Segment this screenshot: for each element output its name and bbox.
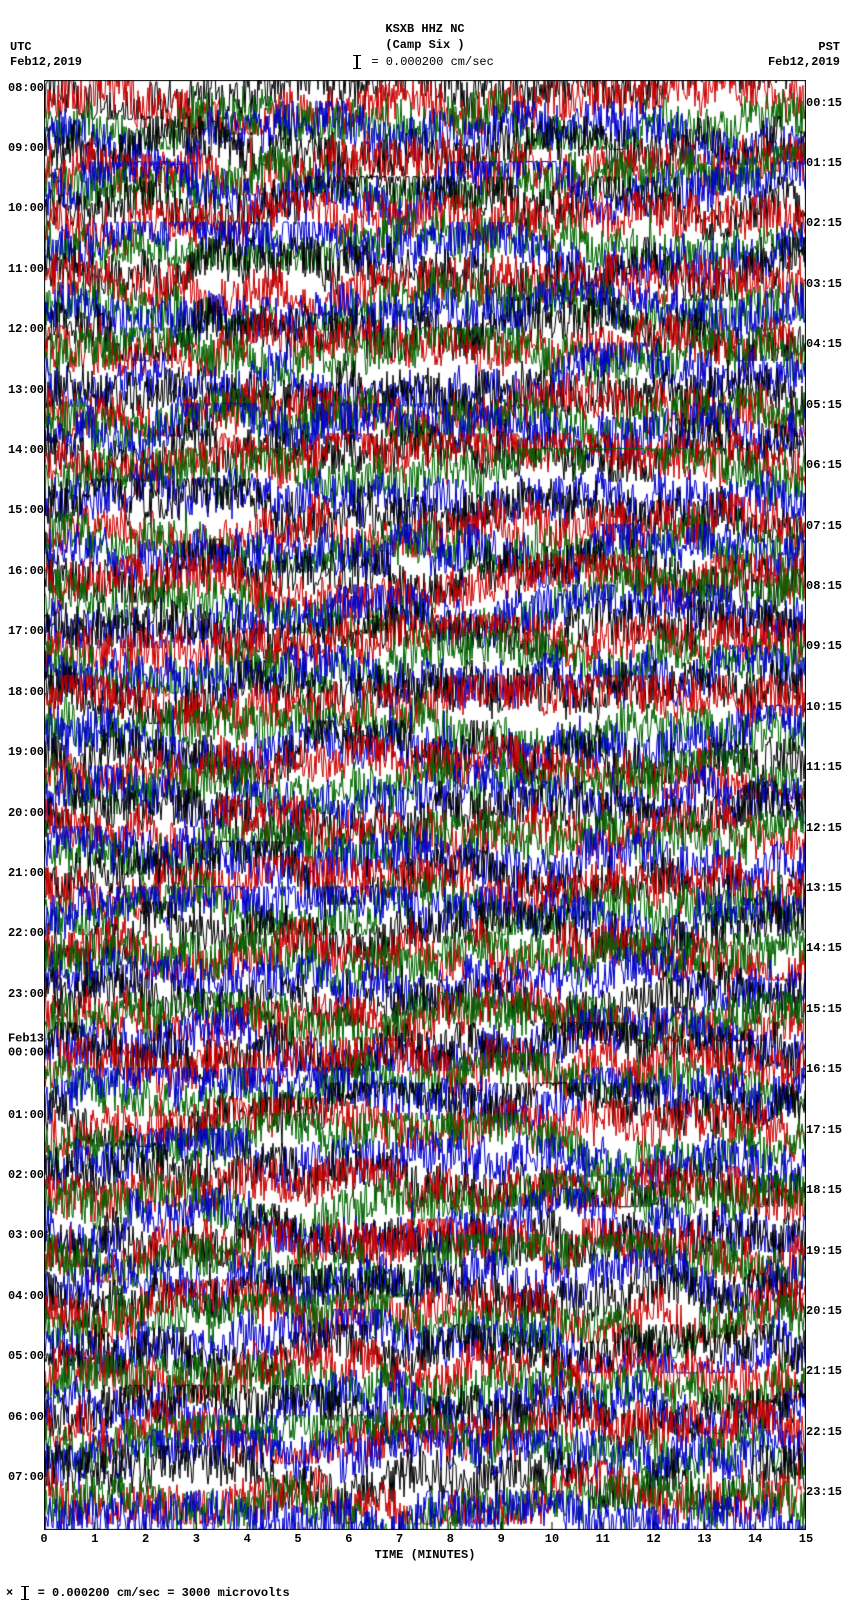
right-date: Feb12,2019 bbox=[768, 55, 840, 69]
y-tick-right: 23:15 bbox=[806, 1485, 850, 1499]
y-tick-left: Feb1300:00 bbox=[0, 1032, 44, 1060]
y-tick-left: 23:00 bbox=[0, 987, 44, 1001]
y-tick-left: 18:00 bbox=[0, 685, 44, 699]
footer-prefix: × bbox=[6, 1586, 13, 1600]
x-tick: 6 bbox=[345, 1532, 352, 1546]
x-tick: 2 bbox=[142, 1532, 149, 1546]
y-tick-right: 22:15 bbox=[806, 1425, 850, 1439]
y-tick-right: 04:15 bbox=[806, 337, 850, 351]
x-tick: 13 bbox=[697, 1532, 711, 1546]
x-axis-title: TIME (MINUTES) bbox=[44, 1548, 806, 1562]
y-tick-right: 11:15 bbox=[806, 760, 850, 774]
y-tick-right: 19:15 bbox=[806, 1244, 850, 1258]
y-tick-right: 10:15 bbox=[806, 700, 850, 714]
y-tick-right: 12:15 bbox=[806, 821, 850, 835]
y-tick-right: 01:15 bbox=[806, 156, 850, 170]
y-tick-left: 16:00 bbox=[0, 564, 44, 578]
y-tick-left: 12:00 bbox=[0, 322, 44, 336]
y-tick-right: 16:15 bbox=[806, 1062, 850, 1076]
y-tick-left: 02:00 bbox=[0, 1168, 44, 1182]
header: KSXB HHZ NC (Camp Six ) = 0.000200 cm/se… bbox=[0, 0, 850, 80]
x-tick: 0 bbox=[40, 1532, 47, 1546]
left-timezone: UTC bbox=[10, 40, 32, 54]
y-tick-left: 01:00 bbox=[0, 1108, 44, 1122]
y-tick-right: 07:15 bbox=[806, 519, 850, 533]
y-tick-left: 10:00 bbox=[0, 201, 44, 215]
y-tick-right: 20:15 bbox=[806, 1304, 850, 1318]
y-tick-right: 05:15 bbox=[806, 398, 850, 412]
right-timezone: PST bbox=[818, 40, 840, 54]
y-tick-left: 09:00 bbox=[0, 141, 44, 155]
y-tick-right: 00:15 bbox=[806, 96, 850, 110]
x-tick: 14 bbox=[748, 1532, 762, 1546]
footer-bar-icon bbox=[24, 1586, 26, 1600]
y-tick-left: 20:00 bbox=[0, 806, 44, 820]
x-tick: 1 bbox=[91, 1532, 98, 1546]
y-axis-left: 08:00 09:00 10:00 11:00 12:00 13:00 14:00 15:00… bbox=[0, 80, 44, 1530]
amplitude-scale: = 0.000200 cm/sec bbox=[0, 55, 850, 69]
x-tick: 5 bbox=[294, 1532, 301, 1546]
y-tick-left: 06:00 bbox=[0, 1410, 44, 1424]
y-axis-right: 00:15 01:15 02:15 03:15 04:15 05:15 06:15 07:15… bbox=[806, 80, 850, 1530]
y-tick-left: 07:00 bbox=[0, 1470, 44, 1484]
x-tick: 3 bbox=[193, 1532, 200, 1546]
y-tick-left: 21:00 bbox=[0, 866, 44, 880]
seismogram-page: KSXB HHZ NC (Camp Six ) = 0.000200 cm/se… bbox=[0, 0, 850, 1600]
y-tick-right: 09:15 bbox=[806, 639, 850, 653]
seismogram-canvas bbox=[44, 80, 806, 1530]
y-tick-right: 21:15 bbox=[806, 1364, 850, 1378]
y-tick-left: 13:00 bbox=[0, 383, 44, 397]
x-tick: 9 bbox=[498, 1532, 505, 1546]
y-tick-left: 17:00 bbox=[0, 624, 44, 638]
station-subtitle: (Camp Six ) bbox=[0, 38, 850, 52]
x-axis: TIME (MINUTES) 0123456789101112131415 bbox=[44, 1530, 806, 1570]
x-tick: 7 bbox=[396, 1532, 403, 1546]
x-tick: 12 bbox=[646, 1532, 660, 1546]
x-tick: 15 bbox=[799, 1532, 813, 1546]
footer-text: = 0.000200 cm/sec = 3000 microvolts bbox=[38, 1586, 290, 1600]
y-tick-left: 05:00 bbox=[0, 1349, 44, 1363]
footer-scale: × = 0.000200 cm/sec = 3000 microvolts bbox=[6, 1586, 850, 1600]
y-tick-left: 11:00 bbox=[0, 262, 44, 276]
x-tick: 4 bbox=[244, 1532, 251, 1546]
scale-text: = 0.000200 cm/sec bbox=[371, 55, 493, 69]
y-tick-left: 14:00 bbox=[0, 443, 44, 457]
y-tick-right: 08:15 bbox=[806, 579, 850, 593]
scale-bar-icon bbox=[356, 55, 358, 69]
y-tick-right: 14:15 bbox=[806, 941, 850, 955]
x-tick: 8 bbox=[447, 1532, 454, 1546]
y-tick-right: 17:15 bbox=[806, 1123, 850, 1137]
y-tick-right: 02:15 bbox=[806, 216, 850, 230]
y-tick-right: 15:15 bbox=[806, 1002, 850, 1016]
y-tick-left: 22:00 bbox=[0, 926, 44, 940]
y-tick-right: 18:15 bbox=[806, 1183, 850, 1197]
x-tick: 10 bbox=[545, 1532, 559, 1546]
y-tick-left: 08:00 bbox=[0, 81, 44, 95]
y-tick-right: 13:15 bbox=[806, 881, 850, 895]
y-tick-right: 06:15 bbox=[806, 458, 850, 472]
station-title: KSXB HHZ NC bbox=[0, 22, 850, 36]
plot-area: 08:0009:0010:0011:0012:0013:0014:0015:00… bbox=[44, 80, 806, 1530]
y-tick-right: 03:15 bbox=[806, 277, 850, 291]
y-tick-left: 15:00 bbox=[0, 503, 44, 517]
y-tick-left: 19:00 bbox=[0, 745, 44, 759]
x-tick: 11 bbox=[596, 1532, 610, 1546]
left-date: Feb12,2019 bbox=[10, 55, 82, 69]
y-tick-left: 03:00 bbox=[0, 1228, 44, 1242]
y-tick-left: 04:00 bbox=[0, 1289, 44, 1303]
